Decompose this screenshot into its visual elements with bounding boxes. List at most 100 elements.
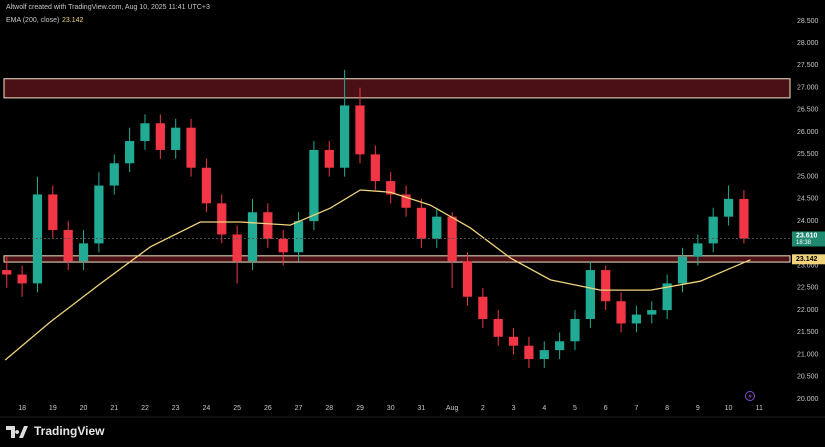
plot-area (0, 69, 791, 368)
y-tick-label: 21.000 (797, 351, 819, 358)
x-tick-label: 9 (696, 405, 700, 412)
last-price-label: 23.610 (796, 232, 818, 239)
y-tick-label: 22.000 (797, 307, 819, 314)
candle-body (63, 230, 73, 262)
x-tick-label: 23 (172, 405, 180, 412)
countdown-label: 18:38 (796, 240, 812, 246)
candle-body (524, 345, 534, 360)
candle-body (739, 198, 749, 239)
logo-icon (6, 426, 28, 438)
candle-body (2, 270, 12, 275)
candle-body (109, 163, 119, 186)
y-tick-label: 23.000 (797, 262, 819, 269)
zone (3, 255, 791, 263)
x-tick-label: 4 (542, 405, 546, 412)
candle-body (631, 314, 642, 324)
x-tick-label: 30 (387, 405, 395, 412)
candle-body (78, 243, 89, 262)
indicator-value: 23.142 (62, 17, 84, 24)
y-tick-label: 28.500 (797, 18, 819, 25)
candle-body (708, 216, 718, 244)
candle-body (324, 149, 334, 168)
candle-body (401, 194, 411, 208)
x-tick-label: 6 (604, 405, 608, 412)
x-tick-label: 11 (756, 405, 763, 412)
x-tick-label: 2 (481, 405, 485, 412)
candle-body (386, 181, 396, 195)
x-tick-label: 28 (325, 405, 333, 412)
x-tick-label: 29 (356, 405, 364, 412)
candle-body (693, 243, 703, 257)
candle-body (171, 127, 181, 150)
candle-body (217, 203, 227, 235)
ema-line (4, 189, 751, 361)
candle-body (232, 234, 242, 262)
candle-body (309, 149, 319, 222)
candle-body (125, 141, 135, 164)
candle-body (508, 336, 519, 346)
indicator-name: EMA (200, close) (6, 17, 59, 24)
candle-body (48, 194, 58, 231)
x-tick-label: 5 (573, 405, 577, 412)
alert-bolt (748, 393, 752, 399)
x-tick-label: 21 (110, 405, 118, 412)
candle-body (647, 310, 657, 315)
candle-body (201, 167, 212, 204)
x-tick-label: 24 (203, 405, 211, 412)
candle-body (370, 154, 380, 182)
candle-body (94, 185, 104, 244)
candle-body (247, 212, 258, 262)
x-tick-label: 19 (49, 405, 57, 412)
candle-body (355, 105, 365, 155)
x-tick-label: 3 (512, 405, 516, 412)
x-tick-label: 26 (264, 405, 272, 412)
y-tick-label: 21.500 (797, 329, 819, 336)
x-tick-label: 20 (80, 405, 88, 412)
alert-icon[interactable] (745, 391, 755, 401)
ema-price-box (792, 254, 825, 265)
x-tick-label: 25 (233, 405, 241, 412)
candle-body (278, 238, 288, 253)
x-tick-label: Aug (446, 405, 459, 412)
candle-body (601, 270, 611, 302)
candle-body (493, 319, 503, 337)
y-tick-label: 25.000 (797, 173, 819, 180)
candle-body (462, 261, 473, 297)
y-tick-label: 26.500 (797, 107, 819, 114)
x-tick-label: 7 (634, 405, 638, 412)
y-tick-label: 25.500 (797, 151, 819, 158)
candle-body (17, 274, 27, 284)
y-tick-label: 24.500 (797, 196, 819, 203)
y-tick-label: 27.000 (797, 84, 819, 91)
candle-body (585, 270, 595, 320)
candle-body (616, 301, 626, 324)
last-price-box (792, 231, 825, 247)
x-tick-label: 8 (665, 405, 669, 412)
candle-body (432, 216, 442, 239)
zone (3, 78, 791, 99)
candle-body (539, 350, 549, 360)
y-tick-label: 20.000 (797, 396, 819, 403)
candle-body (723, 198, 734, 217)
x-tick-label: 22 (141, 405, 149, 412)
x-tick-label: 18 (18, 405, 26, 412)
candle-body (555, 341, 565, 351)
x-tick-label: 27 (295, 405, 303, 412)
candle-body (416, 207, 427, 239)
y-tick-label: 26.000 (797, 129, 819, 136)
y-tick-label: 28.000 (797, 40, 819, 47)
candle-body (140, 123, 150, 142)
candle-body (570, 319, 580, 342)
x-tick-label: 10 (725, 405, 733, 412)
y-tick-label: 20.500 (797, 374, 819, 381)
logo (6, 426, 28, 438)
x-tick-label: 31 (418, 405, 426, 412)
attribution: Altwolf created with TradingView.com, Au… (6, 4, 210, 11)
candle-body (677, 256, 688, 284)
candle-body (263, 212, 273, 239)
y-tick-label: 24.000 (797, 218, 819, 225)
candle-body (340, 105, 350, 168)
candle-body (662, 283, 672, 311)
